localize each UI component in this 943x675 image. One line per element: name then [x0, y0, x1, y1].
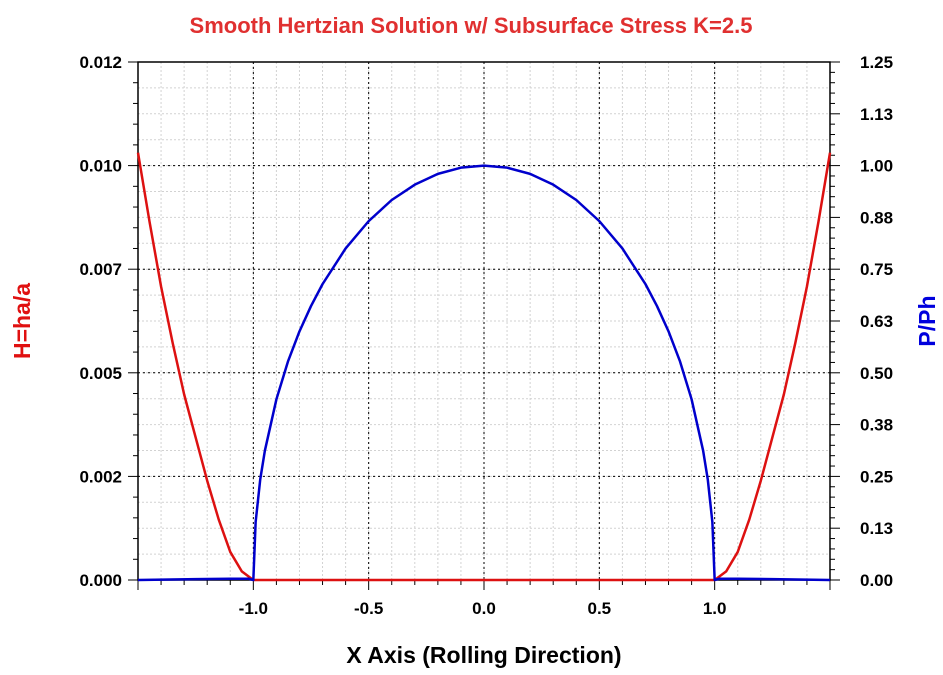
pressure-series-line — [137, 164, 831, 582]
right-tick-label: 0.50 — [860, 364, 893, 383]
x-tick-label: -0.5 — [354, 599, 383, 618]
right-tick-label: 0.75 — [860, 260, 893, 279]
left-tick-label: 0.005 — [79, 364, 122, 383]
right-tick-label: 0.00 — [860, 571, 893, 590]
right-tick-label: 0.38 — [860, 416, 893, 435]
x-axis: -1.0 -0.5 0.0 0.5 1.0 — [137, 580, 831, 618]
left-tick-label: 0.007 — [79, 260, 122, 279]
right-tick-label: 0.88 — [860, 208, 893, 227]
right-tick-label: 0.25 — [860, 467, 893, 486]
x-tick-label: 0.5 — [588, 599, 612, 618]
chart-title: Smooth Hertzian Solution w/ Subsurface S… — [190, 13, 753, 38]
right-tick-label: 0.13 — [860, 519, 893, 538]
right-tick-label: 1.00 — [860, 157, 893, 176]
x-axis-label: X Axis (Rolling Direction) — [346, 642, 621, 668]
left-tick-label: 0.012 — [79, 53, 122, 72]
right-tick-label: 0.63 — [860, 312, 893, 331]
grid — [138, 62, 830, 580]
film-series-line — [136, 152, 832, 582]
left-tick-label: 0.002 — [79, 467, 122, 486]
right-tick-label: 1.13 — [860, 105, 893, 124]
series-layer — [136, 152, 832, 582]
right-axis: 0.00 0.13 0.25 0.38 0.50 0.63 0.75 0.88 1.00 1.13… — [830, 53, 893, 590]
x-tick-label: -1.0 — [239, 599, 268, 618]
x-tick-label: 0.0 — [472, 599, 496, 618]
left-axis-label: H=ha/a — [9, 283, 35, 359]
left-tick-label: 0.000 — [79, 571, 122, 590]
left-axis: 0.000 0.002 0.005 0.007 0.010 0.012 — [79, 53, 138, 590]
right-tick-label: 1.25 — [860, 53, 893, 72]
left-tick-label: 0.010 — [79, 157, 122, 176]
right-axis-label: P/Ph — [914, 295, 940, 346]
x-tick-label: 1.0 — [703, 599, 727, 618]
